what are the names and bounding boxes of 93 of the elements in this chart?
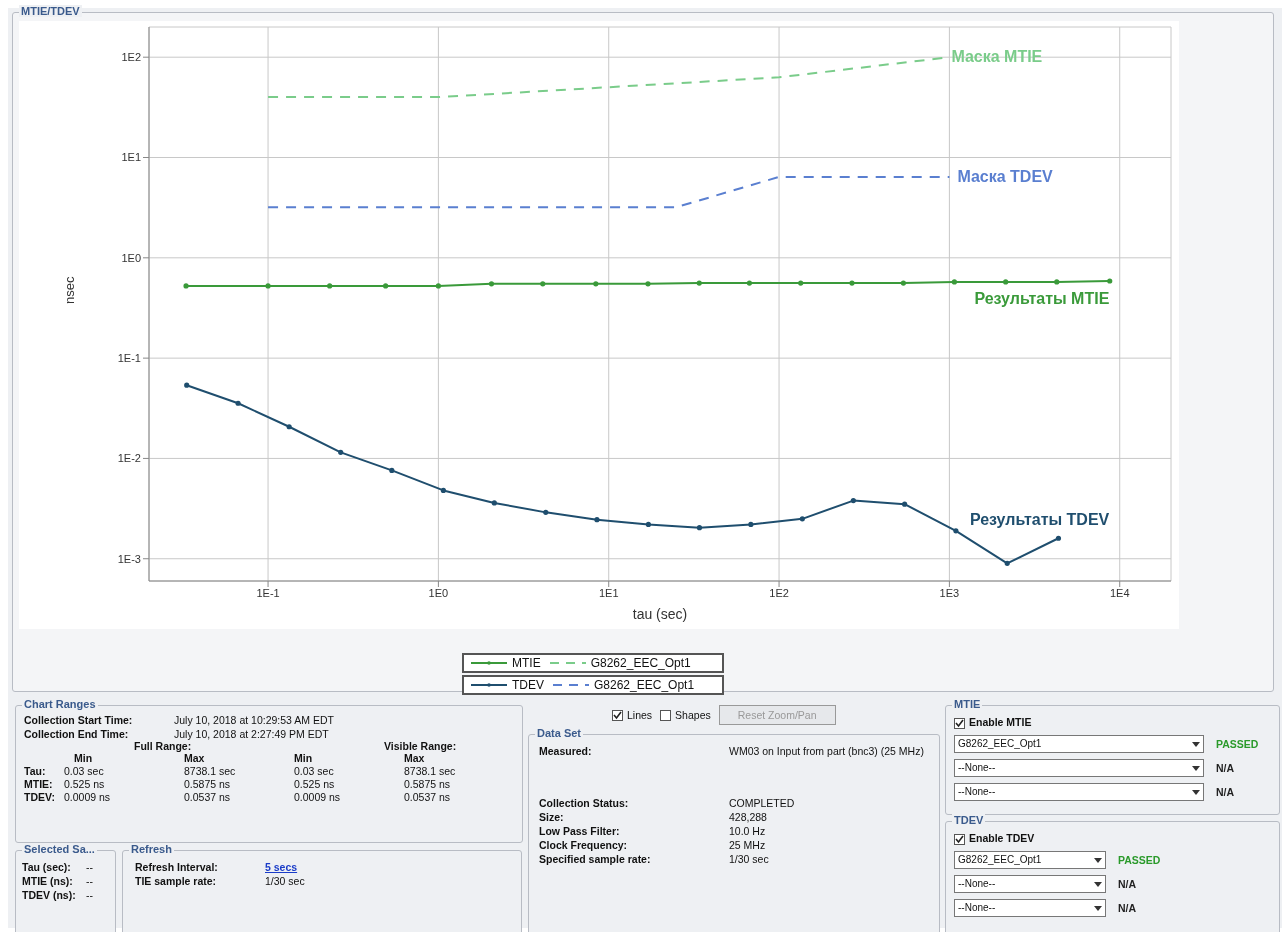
text: -- xyxy=(86,875,94,887)
legend-label: MTIE xyxy=(512,656,541,670)
annotation: Маска MTIE xyxy=(951,48,1043,66)
text: 0.03 sec xyxy=(64,765,105,777)
text: Clock Frequency: xyxy=(539,839,629,851)
text: -- xyxy=(86,861,94,873)
text: Low Pass Filter: xyxy=(539,825,621,837)
text: Chart Ranges xyxy=(22,698,98,710)
text: July 10, 2018 at 2:27:49 PM EDT xyxy=(174,728,330,740)
text: Max xyxy=(404,752,426,764)
text: 428,288 xyxy=(729,811,768,823)
text: Collection Start Time: xyxy=(24,714,134,726)
text: COMPLETED xyxy=(729,797,796,809)
text: N/A xyxy=(1216,761,1235,774)
text: N/A xyxy=(1216,785,1235,798)
text: Tau: xyxy=(24,765,47,777)
text: Specified sample rate: xyxy=(539,853,652,865)
text: Max xyxy=(184,752,206,764)
text: 0.0009 ns xyxy=(294,791,342,803)
y-tick-label: 1E-3 xyxy=(117,552,141,565)
text: Refresh xyxy=(129,843,174,855)
annotation: Результаты TDEV xyxy=(969,510,1110,528)
text: 0.5875 ns xyxy=(404,778,452,790)
text: Min xyxy=(294,752,314,764)
legend-label: G8262_EEC_Opt1 xyxy=(590,656,691,670)
x-tick-label: 1E3 xyxy=(939,586,960,599)
y-tick-label: 1E1 xyxy=(121,151,141,164)
text: TDEV (ns): xyxy=(22,889,77,901)
annotation: Результаты MTIE xyxy=(974,289,1110,307)
text: TIE sample rate: xyxy=(135,875,218,887)
text: 0.0537 ns xyxy=(184,791,232,803)
x-tick-label: 1E-1 xyxy=(256,586,280,599)
text: G8262_EEC_Opt1 xyxy=(958,854,1042,866)
text: 0.0537 ns xyxy=(404,791,452,803)
text: 1/30 sec xyxy=(729,853,770,865)
text: 0.525 ns xyxy=(294,778,336,790)
x-tick-label: 1E0 xyxy=(428,586,449,599)
text: Tau (sec): xyxy=(22,861,72,873)
text: Selected Sa... xyxy=(22,843,97,855)
text: PASSED xyxy=(1118,853,1161,866)
text: 5 secs xyxy=(265,861,299,873)
x-axis-title: tau (sec) xyxy=(632,606,688,622)
text: PASSED xyxy=(1216,737,1259,750)
text: WM03 on Input from part (bnc3) (25 MHz) xyxy=(729,745,925,757)
text: Size: xyxy=(539,811,565,823)
text: 1/30 sec xyxy=(265,875,306,887)
y-tick-label: 1E2 xyxy=(121,51,141,64)
text: Collection End Time: xyxy=(24,728,130,740)
text: TDEV: xyxy=(24,791,56,803)
text: 0.5875 ns xyxy=(184,778,232,790)
x-tick-label: 1E2 xyxy=(769,586,789,599)
y-tick-label: 1E0 xyxy=(121,251,141,264)
text: Lines xyxy=(626,708,653,722)
text: Enable MTIE xyxy=(968,716,1033,729)
text: 10.0 Hz xyxy=(729,825,767,837)
text: 0.525 ns xyxy=(64,778,106,790)
text: 0.03 sec xyxy=(294,765,335,777)
text: --None-- xyxy=(958,902,996,914)
text: MTIE xyxy=(952,698,983,710)
x-tick-label: 1E1 xyxy=(598,586,619,599)
text: Reset Zoom/Pan xyxy=(718,705,836,725)
text: Full Range: xyxy=(134,740,193,752)
text: TDEV xyxy=(952,814,986,826)
x-tick-label: 1E4 xyxy=(1109,586,1130,599)
text: -- xyxy=(86,889,94,901)
text: N/A xyxy=(1118,877,1137,890)
text: 0.0009 ns xyxy=(64,791,112,803)
text: --None-- xyxy=(958,878,996,890)
text: --None-- xyxy=(958,786,996,798)
y-tick-label: 1E-1 xyxy=(117,352,141,365)
text: Collection Status: xyxy=(539,797,630,809)
text: 8738.1 sec xyxy=(404,765,457,777)
text: G8262_EEC_Opt1 xyxy=(958,738,1042,750)
text: Visible Range: xyxy=(384,740,458,752)
text: Refresh Interval: xyxy=(135,861,219,873)
text: N/A xyxy=(1118,901,1137,914)
y-tick-label: 1E-2 xyxy=(117,452,141,465)
text: Min xyxy=(74,752,94,764)
text: Measured: xyxy=(539,745,593,757)
text: MTIE (ns): xyxy=(22,875,74,887)
legend-label: G8262_EEC_Opt1 xyxy=(594,678,695,692)
text: Enable TDEV xyxy=(968,832,1036,845)
text: --None-- xyxy=(958,762,996,774)
text: 25 MHz xyxy=(729,839,767,851)
y-axis-title: nsec xyxy=(61,276,77,304)
text: Data Set xyxy=(535,727,584,739)
text: MTIE: xyxy=(24,778,54,790)
text: Shapes xyxy=(674,708,711,722)
text: July 10, 2018 at 10:29:53 AM EDT xyxy=(174,714,335,726)
legend-label: TDEV xyxy=(512,678,545,692)
annotation: Маска TDEV xyxy=(957,167,1054,185)
text: MTIE/TDEV xyxy=(19,5,82,17)
text: 8738.1 sec xyxy=(184,765,237,777)
